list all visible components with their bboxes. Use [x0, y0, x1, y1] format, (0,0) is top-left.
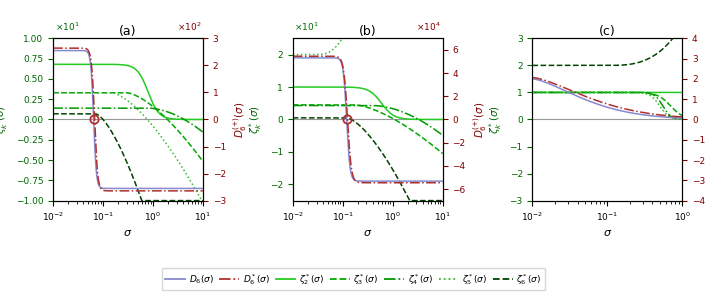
Title: (a): (a) — [119, 25, 136, 38]
Text: $\times 10^{4}$: $\times 10^{4}$ — [416, 21, 441, 34]
Y-axis label: $D_6^{(+)}(\sigma)$: $D_6^{(+)}(\sigma)$ — [471, 101, 489, 138]
Y-axis label: $D_6^{(+)}(\sigma)$: $D_6^{(+)}(\sigma)$ — [231, 101, 250, 138]
Title: (b): (b) — [359, 25, 376, 38]
X-axis label: $\sigma$: $\sigma$ — [123, 228, 133, 238]
Text: $\times 10^{1}$: $\times 10^{1}$ — [54, 21, 79, 34]
Legend: $D_6(\sigma)$, $D_6^*(\sigma)$, $\zeta_2^*(\sigma)$, $\zeta_3^*(\sigma)$, $\zeta: $D_6(\sigma)$, $D_6^*(\sigma)$, $\zeta_2… — [162, 268, 545, 291]
Y-axis label: $\zeta_k^*(\sigma)$: $\zeta_k^*(\sigma)$ — [0, 105, 10, 134]
X-axis label: $\sigma$: $\sigma$ — [602, 228, 612, 238]
Title: (c): (c) — [599, 25, 616, 38]
Text: $\times 10^{2}$: $\times 10^{2}$ — [177, 21, 201, 34]
X-axis label: $\sigma$: $\sigma$ — [363, 228, 373, 238]
Y-axis label: $\zeta_k^*(\sigma)$: $\zeta_k^*(\sigma)$ — [487, 105, 504, 134]
Y-axis label: $\zeta_k^*(\sigma)$: $\zeta_k^*(\sigma)$ — [247, 105, 264, 134]
Text: $\times 10^{1}$: $\times 10^{1}$ — [294, 21, 319, 34]
